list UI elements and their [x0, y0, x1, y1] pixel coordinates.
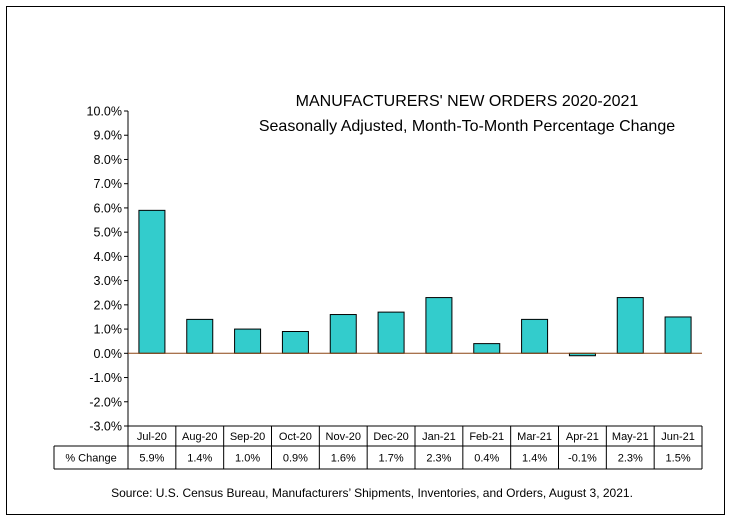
bar-sep-20: [234, 328, 262, 354]
data-value-label: 5.9%: [139, 453, 164, 465]
chart-title: MANUFACTURERS' NEW ORDERS 2020-2021: [296, 93, 639, 110]
chart-subtitle: Seasonally Adjusted, Month-To-Month Perc…: [259, 118, 675, 135]
y-tick-label: -3.0%: [89, 420, 122, 434]
bar-jun-21: [664, 316, 692, 354]
data-value-label: -0.1%: [568, 453, 597, 465]
y-tick-label: -1.0%: [89, 371, 122, 385]
y-tick-label: 9.0%: [94, 129, 123, 143]
chart-frame: [6, 6, 725, 515]
x-tick-label: May-21: [612, 431, 649, 443]
data-value-label: 0.9%: [283, 453, 308, 465]
bar-jul-20: [138, 209, 166, 354]
y-tick-label: 5.0%: [94, 226, 123, 240]
bar-may-21: [616, 297, 644, 354]
bar-dec-20: [377, 311, 405, 354]
data-value-label: 1.4%: [522, 453, 547, 465]
data-value-label: 1.7%: [379, 453, 404, 465]
x-tick-label: Feb-21: [469, 431, 504, 443]
x-tick-label: Nov-20: [326, 431, 361, 443]
y-tick-label: -2.0%: [89, 395, 122, 409]
data-value-label: 1.5%: [666, 453, 691, 465]
x-tick-label: Aug-20: [182, 431, 217, 443]
data-value-label: 2.3%: [426, 453, 451, 465]
x-tick-label: Mar-21: [517, 431, 552, 443]
bar-aug-20: [186, 318, 214, 354]
data-value-label: 0.4%: [474, 453, 499, 465]
bar-mar-21: [521, 318, 549, 354]
y-tick-label: 4.0%: [94, 250, 123, 264]
bar-feb-21: [473, 343, 501, 354]
x-tick-label: Jan-21: [422, 431, 456, 443]
bar-jan-21: [425, 297, 453, 354]
x-tick-label: Jun-21: [661, 431, 695, 443]
y-tick-label: 6.0%: [94, 201, 123, 215]
y-tick-label: 0.0%: [94, 347, 123, 361]
data-value-label: 1.4%: [187, 453, 212, 465]
x-tick-label: Dec-20: [373, 431, 408, 443]
y-tick-label: 10.0%: [87, 105, 122, 119]
x-tick-label: Jul-20: [137, 431, 167, 443]
x-tick-label: Oct-20: [279, 431, 312, 443]
y-tick-label: 2.0%: [94, 298, 123, 312]
bar-nov-20: [329, 314, 357, 354]
data-value-label: 1.0%: [235, 453, 260, 465]
data-value-label: 1.6%: [331, 453, 356, 465]
x-tick-label: Sep-20: [230, 431, 265, 443]
y-tick-label: 3.0%: [94, 274, 123, 288]
source-note: Source: U.S. Census Bureau, Manufacturer…: [111, 486, 633, 500]
bar-oct-20: [281, 331, 309, 354]
y-tick-label: 1.0%: [94, 323, 123, 337]
series-name-label: % Change: [65, 453, 116, 465]
x-tick-label: Apr-21: [566, 431, 599, 443]
y-tick-label: 8.0%: [94, 153, 123, 167]
y-tick-label: 7.0%: [94, 177, 123, 191]
data-value-label: 2.3%: [618, 453, 643, 465]
